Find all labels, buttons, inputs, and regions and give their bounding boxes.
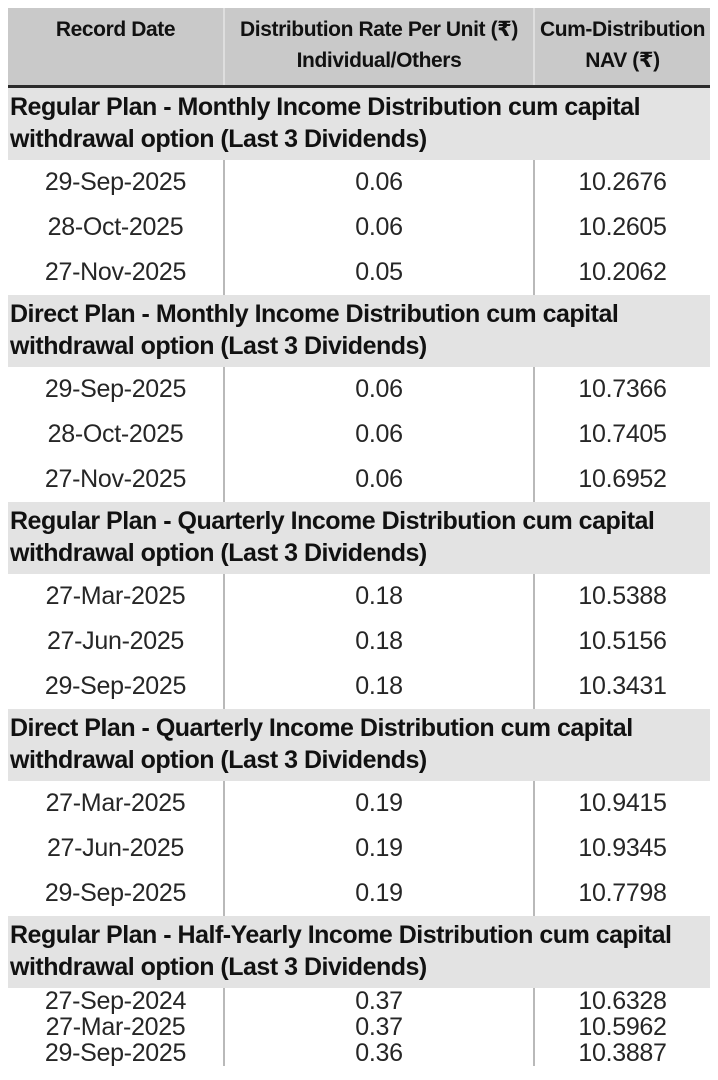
nav-cell: 10.2676 — [533, 160, 710, 205]
nav-cell: 10.3431 — [533, 664, 710, 709]
nav-cell: 10.2605 — [533, 205, 710, 250]
nav-cell: 10.9345 — [533, 826, 710, 871]
nav-cell: 10.7366 — [533, 367, 710, 412]
section-rows-regular-quarterly: 27-Mar-2025 0.18 10.5388 27-Jun-2025 0.1… — [8, 574, 710, 709]
rate-cell: 0.06 — [223, 160, 533, 205]
rate-cell: 0.06 — [223, 412, 533, 457]
rate-cell: 0.18 — [223, 664, 533, 709]
rate-cell: 0.37 — [223, 1013, 533, 1041]
section-title-regular-monthly: Regular Plan - Monthly Income Distributi… — [8, 88, 710, 160]
nav-cell: 10.7405 — [533, 412, 710, 457]
table-row: 27-Nov-2025 0.05 10.2062 — [8, 250, 710, 295]
section-rows-regular-half-yearly: 27-Sep-2024 0.37 10.6328 27-Mar-2025 0.3… — [8, 986, 710, 1067]
rate-cell: 0.19 — [223, 826, 533, 871]
rate-cell: 0.36 — [223, 1039, 533, 1067]
section-title-direct-monthly: Direct Plan - Monthly Income Distributio… — [8, 295, 710, 367]
nav-cell: 10.6328 — [533, 987, 710, 1015]
section-rows-regular-monthly: 29-Sep-2025 0.06 10.2676 28-Oct-2025 0.0… — [8, 160, 710, 295]
column-header-cum-distribution-nav-line2: NAV (₹) — [585, 49, 660, 72]
record-date-cell: 27-Jun-2025 — [46, 834, 185, 862]
table-row: 29-Sep-2025 0.06 10.7366 — [8, 367, 710, 412]
record-date-cell: 27-Mar-2025 — [45, 1012, 186, 1041]
section-title-direct-quarterly: Direct Plan - Quarterly Income Distribut… — [8, 709, 710, 781]
nav-cell: 10.5962 — [533, 1013, 710, 1041]
rate-cell: 0.06 — [223, 367, 533, 412]
table-row: 29-Sep-2025 0.19 10.7798 — [8, 871, 710, 916]
table-row: 29-Sep-2025 0.36 10.3887 — [8, 1038, 710, 1067]
section-rows-direct-quarterly: 27-Mar-2025 0.19 10.9415 27-Jun-2025 0.1… — [8, 781, 710, 916]
table-row: 27-Jun-2025 0.19 10.9345 — [8, 826, 710, 871]
header-separator — [8, 85, 710, 88]
rate-cell: 0.19 — [223, 871, 533, 916]
table-header-row: Record Date Distribution Rate Per Unit (… — [8, 8, 710, 85]
nav-cell: 10.7798 — [533, 871, 710, 916]
table-row: 27-Jun-2025 0.18 10.5156 — [8, 619, 710, 664]
nav-cell: 10.3887 — [533, 1039, 710, 1067]
record-date-cell: 28-Oct-2025 — [47, 213, 184, 241]
rate-cell: 0.06 — [223, 205, 533, 250]
record-date-cell: 29-Sep-2025 — [44, 375, 187, 403]
rate-cell: 0.18 — [223, 574, 533, 619]
rate-cell: 0.05 — [223, 250, 533, 295]
section-title-regular-half-yearly: Regular Plan - Half-Yearly Income Distri… — [8, 916, 710, 988]
column-header-distribution-rate-line2: Individual/Others — [296, 49, 462, 72]
dividend-history-table: Record Date Distribution Rate Per Unit (… — [8, 8, 710, 1067]
table-row: 29-Sep-2025 0.06 10.2676 — [8, 160, 710, 205]
record-date-cell: 27-Mar-2025 — [45, 789, 186, 817]
table-row: 27-Sep-2024 0.37 10.6328 — [8, 986, 710, 1015]
column-header-record-date-label: Record Date — [55, 18, 176, 41]
column-header-distribution-rate-line1: Distribution Rate Per Unit (₹) — [240, 18, 518, 41]
rate-cell: 0.37 — [223, 987, 533, 1015]
nav-cell: 10.5388 — [533, 574, 710, 619]
table-row: 27-Mar-2025 0.18 10.5388 — [8, 574, 710, 619]
table-row: 27-Mar-2025 0.19 10.9415 — [8, 781, 710, 826]
record-date-cell: 29-Sep-2025 — [44, 672, 187, 700]
column-header-record-date: Record Date — [8, 8, 223, 85]
table-row: 29-Sep-2025 0.18 10.3431 — [8, 664, 710, 709]
record-date-cell: 27-Nov-2025 — [44, 258, 187, 286]
nav-cell: 10.9415 — [533, 781, 710, 826]
rate-cell: 0.06 — [223, 457, 533, 502]
table-row: 27-Nov-2025 0.06 10.6952 — [8, 457, 710, 502]
column-header-cum-distribution-nav-line1: Cum-Distribution — [539, 18, 706, 41]
record-date-cell: 28-Oct-2025 — [47, 420, 184, 448]
record-date-cell: 27-Jun-2025 — [46, 627, 185, 655]
rate-cell: 0.19 — [223, 781, 533, 826]
table-row: 28-Oct-2025 0.06 10.7405 — [8, 412, 710, 457]
table-row: 27-Mar-2025 0.37 10.5962 — [8, 1012, 710, 1041]
record-date-cell: 29-Sep-2025 — [44, 1038, 187, 1067]
nav-cell: 10.5156 — [533, 619, 710, 664]
nav-cell: 10.2062 — [533, 250, 710, 295]
column-header-distribution-rate: Distribution Rate Per Unit (₹) Individua… — [223, 8, 533, 85]
record-date-cell: 29-Sep-2025 — [44, 168, 187, 196]
section-title-regular-quarterly: Regular Plan - Quarterly Income Distribu… — [8, 502, 710, 574]
rate-cell: 0.18 — [223, 619, 533, 664]
record-date-cell: 27-Sep-2024 — [44, 986, 187, 1015]
column-header-cum-distribution-nav: Cum-Distribution NAV (₹) — [533, 8, 710, 85]
record-date-cell: 29-Sep-2025 — [44, 879, 187, 907]
record-date-cell: 27-Mar-2025 — [45, 582, 186, 610]
record-date-cell: 27-Nov-2025 — [44, 465, 187, 493]
table-row: 28-Oct-2025 0.06 10.2605 — [8, 205, 710, 250]
nav-cell: 10.6952 — [533, 457, 710, 502]
section-rows-direct-monthly: 29-Sep-2025 0.06 10.7366 28-Oct-2025 0.0… — [8, 367, 710, 502]
